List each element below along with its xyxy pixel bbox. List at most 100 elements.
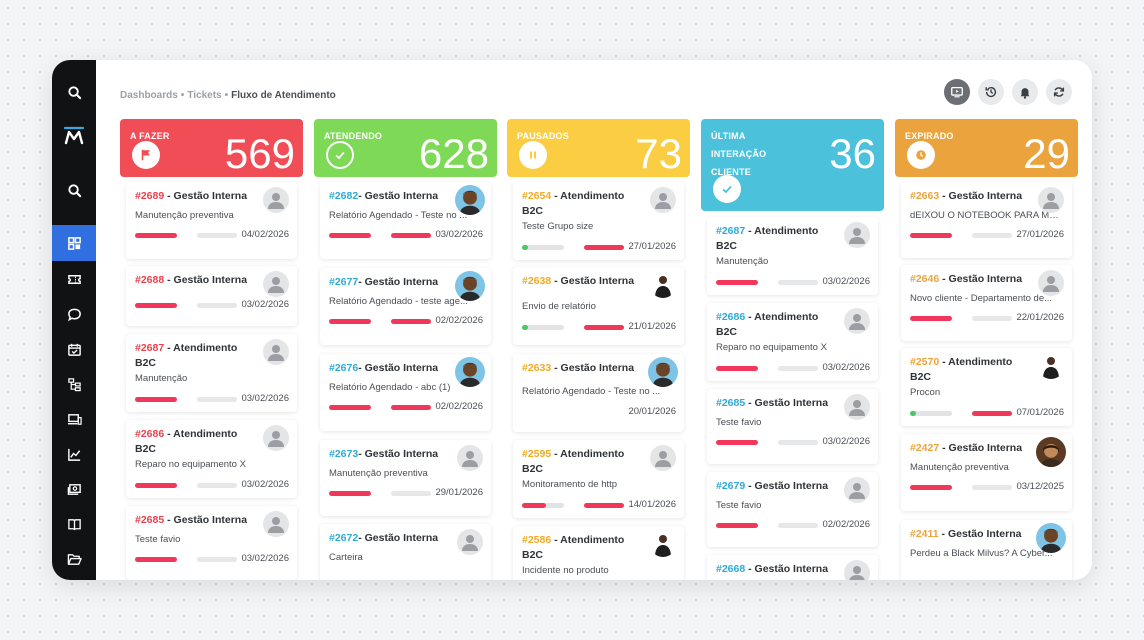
avatar — [650, 531, 676, 557]
column-expirado: EXPIRADO 29 #2663 - Gestão Interna dEIXO… — [895, 119, 1078, 580]
hierarchy-icon[interactable] — [52, 368, 96, 400]
money-icon[interactable] — [52, 473, 96, 505]
brand-logo-icon[interactable] — [63, 124, 85, 146]
ticket-card[interactable]: #2668 - Gestão Interna — [707, 555, 878, 580]
folder-icon[interactable] — [52, 543, 96, 575]
ticket-title: - Atendimento B2C — [522, 448, 625, 475]
avatar — [844, 560, 870, 580]
ticket-id[interactable]: #2679 — [716, 480, 746, 492]
progress-bar — [972, 485, 1012, 490]
ticket-card[interactable]: #2677- Gestão Interna Relatório Agendado… — [320, 268, 491, 345]
ticket-card[interactable]: #2686 - Atendimento B2C Reparo no equipa… — [126, 420, 297, 498]
column-a-fazer: A FAZER 569 #2689 - Gestão Interna Manut… — [120, 119, 303, 580]
breadcrumb-tickets[interactable]: Tickets — [187, 90, 222, 101]
ticket-id[interactable]: #2663 — [910, 190, 940, 202]
ticket-id[interactable]: #2595 — [522, 448, 552, 460]
ticket-card[interactable]: #2685 - Gestão Interna Teste favio 03/02… — [707, 389, 878, 464]
ticket-id[interactable]: #2570 — [910, 356, 940, 368]
ticket-card[interactable]: #2688 - Gestão Interna 03/02/2026 — [126, 266, 297, 326]
chart-line-icon[interactable] — [52, 438, 96, 470]
ticket-id[interactable]: #2682 — [329, 190, 359, 202]
ticket-card[interactable]: #2672- Gestão Interna Carteira — [320, 524, 491, 580]
breadcrumb-current: Fluxo de Atendimento — [231, 90, 336, 101]
ticket-id[interactable]: #2677 — [329, 276, 359, 288]
ticket-id[interactable]: #2685 — [135, 514, 165, 526]
avatar — [844, 477, 870, 503]
ticket-id[interactable]: #2689 — [135, 190, 165, 202]
ticket-description: dEIXOU O NOTEBOOK PARA MANU — [910, 210, 1065, 221]
book-icon[interactable] — [52, 508, 96, 540]
ticket-card[interactable]: #2427 - Gestão Interna Manutenção preven… — [901, 434, 1072, 511]
progress-bar — [197, 557, 237, 562]
breadcrumb-separator: • — [180, 90, 185, 101]
ticket-card[interactable]: #2411 - Gestão Interna Perdeu a Black Mi… — [901, 520, 1072, 580]
ticket-card[interactable]: #2633 - Gestão Interna Relatório Agendad… — [513, 354, 684, 432]
avatar — [455, 185, 485, 215]
ticket-description: Reparo no equipamento X — [716, 342, 827, 353]
column-title: EXPIRADO — [905, 131, 954, 141]
ticket-description: Teste favio — [716, 500, 762, 511]
ticket-card[interactable]: #2687 - Atendimento B2C Manutenção 03/02… — [707, 217, 878, 295]
ticket-card[interactable]: #2686 - Atendimento B2C Reparo no equipa… — [707, 303, 878, 381]
dashboard-icon[interactable] — [52, 225, 96, 261]
ticket-id[interactable]: #2687 — [135, 342, 165, 354]
status-bar — [135, 233, 177, 238]
ticket-id[interactable]: #2687 — [716, 225, 746, 237]
progress-bar — [391, 491, 431, 496]
ticket-id[interactable]: #2685 — [716, 397, 746, 409]
ticket-date: 21/01/2026 — [628, 321, 676, 332]
ticket-card[interactable]: #2679 - Gestão Interna Teste favio 02/02… — [707, 472, 878, 547]
ticket-card[interactable]: #2663 - Gestão Interna dEIXOU O NOTEBOOK… — [901, 182, 1072, 258]
refresh-button[interactable] — [1046, 79, 1072, 105]
breadcrumb-dashboards[interactable]: Dashboards — [120, 90, 178, 101]
ticket-id[interactable]: #2654 — [522, 190, 552, 202]
ticket-card[interactable]: #2689 - Gestão Interna Manutenção preven… — [126, 182, 297, 259]
status-bar — [716, 440, 758, 445]
ticket-id[interactable]: #2673 — [329, 448, 359, 460]
ticket-id[interactable]: #2586 — [522, 534, 552, 546]
ticket-id[interactable]: #2686 — [135, 428, 165, 440]
ticket-id[interactable]: #2668 — [716, 563, 746, 575]
ticket-id[interactable]: #2633 — [522, 362, 552, 374]
avatar — [457, 445, 483, 471]
ticket-card[interactable]: #2676- Gestão Interna Relatório Agendado… — [320, 354, 491, 431]
ticket-date: 03/02/2026 — [822, 362, 870, 373]
pause-icon — [519, 141, 547, 169]
status-bar — [716, 523, 758, 528]
column-header: A FAZER 569 — [120, 119, 303, 177]
ticket-description: Incidente no produto — [522, 565, 609, 576]
ticket-card[interactable]: #2673- Gestão Interna Manutenção prevent… — [320, 440, 491, 516]
ticket-card[interactable]: #2685 - Gestão Interna Teste favio 03/02… — [126, 506, 297, 580]
ticket-id[interactable]: #2676 — [329, 362, 359, 374]
search-menu-icon[interactable] — [52, 174, 96, 206]
ticket-card[interactable]: #2570 - Atendimento B2C Procon 07/01/202… — [901, 348, 1072, 426]
ticket-id[interactable]: #2672 — [329, 532, 359, 544]
chat-icon[interactable] — [52, 298, 96, 330]
notifications-button[interactable] — [1012, 79, 1038, 105]
ticket-title: - Gestão Interna — [164, 274, 248, 286]
search-icon[interactable] — [52, 76, 96, 108]
ticket-description: Relatório Agendado - Teste no ... — [522, 386, 661, 397]
ticket-card[interactable]: #2586 - Atendimento B2C Incidente no pro… — [513, 526, 684, 580]
ticket-card[interactable]: #2638 - Gestão Interna Envio de relatóri… — [513, 267, 684, 345]
ticket-icon[interactable] — [52, 263, 96, 295]
ticket-id[interactable]: #2427 — [910, 442, 940, 454]
devices-icon[interactable] — [52, 403, 96, 435]
ticket-id[interactable]: #2646 — [910, 273, 940, 285]
ticket-id[interactable]: #2638 — [522, 275, 552, 287]
ticket-card[interactable]: #2646 - Gestão Interna Novo cliente - De… — [901, 265, 1072, 341]
ticket-card[interactable]: #2682- Gestão Interna Relatório Agendado… — [320, 182, 491, 259]
ticket-card[interactable]: #2595 - Atendimento B2C Monitoramento de… — [513, 440, 684, 518]
history-button[interactable] — [978, 79, 1004, 105]
ticket-card[interactable]: #2654 - Atendimento B2C Teste Grupo size… — [513, 182, 684, 260]
check-circle-icon — [326, 141, 354, 169]
ticket-date: 14/01/2026 — [628, 499, 676, 510]
ticket-id[interactable]: #2411 — [910, 528, 939, 540]
column-title: PAUSADOS — [517, 131, 569, 141]
column-header: ÚLTIMA INTERAÇÃO CLIENTE 36 — [701, 119, 884, 211]
ticket-id[interactable]: #2686 — [716, 311, 746, 323]
ticket-id[interactable]: #2688 — [135, 274, 165, 286]
calendar-check-icon[interactable] — [52, 333, 96, 365]
presentation-mode-button[interactable] — [944, 79, 970, 105]
ticket-card[interactable]: #2687 - Atendimento B2C Manutenção 03/02… — [126, 334, 297, 412]
